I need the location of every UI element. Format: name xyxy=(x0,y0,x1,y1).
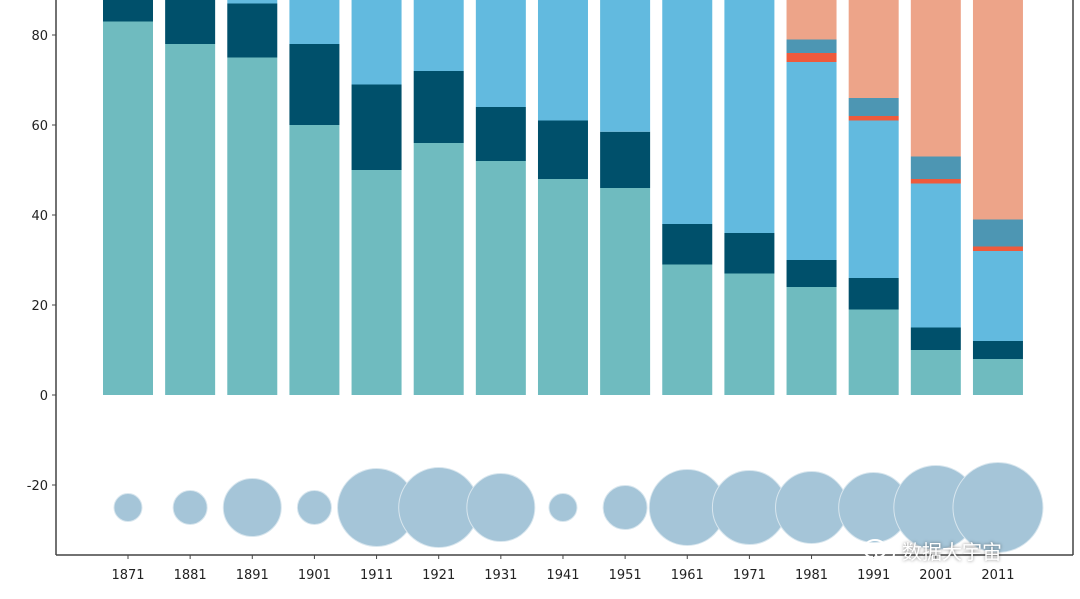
x-tick-label: 2011 xyxy=(981,568,1014,583)
x-tick-label: 1871 xyxy=(111,568,144,583)
x-tick-label: 1971 xyxy=(733,568,766,583)
bar-segment-s3-1961 xyxy=(662,0,713,224)
bar-segment-s3-1901 xyxy=(289,0,340,44)
bar-segment-s1-1941 xyxy=(537,179,588,395)
bar-segment-s3-1931 xyxy=(475,0,526,107)
x-tick-label: 1981 xyxy=(795,568,828,583)
bar-segment-s3-1971 xyxy=(724,0,775,233)
x-tick-label: 1921 xyxy=(422,568,455,583)
bar-segment-s2-1921 xyxy=(413,71,464,143)
x-tick-label: 1991 xyxy=(857,568,890,583)
bar-segment-s2-1981 xyxy=(786,260,837,287)
wechat-icon xyxy=(863,538,895,562)
bar-segment-s4-1981 xyxy=(786,53,837,62)
bar-segment-s3-1911 xyxy=(351,0,402,85)
bubble-1871 xyxy=(113,493,143,522)
bar-segment-s5-2011 xyxy=(972,219,1023,247)
bar-segment-s5-1991 xyxy=(848,98,899,116)
x-tick-label: 2001 xyxy=(919,568,952,583)
x-tick-label: 1961 xyxy=(671,568,704,583)
bar-segment-s2-1991 xyxy=(848,278,899,310)
x-tick-label: 1931 xyxy=(484,568,517,583)
bar-segment-s2-2011 xyxy=(972,341,1023,359)
bar-segment-s3-1941 xyxy=(537,0,588,121)
bar-segment-s3-2011 xyxy=(972,251,1023,341)
bubble-1901 xyxy=(296,490,332,525)
bar-segment-s4-2011 xyxy=(972,246,1023,251)
y-tick-label: 80 xyxy=(31,29,48,44)
bar-segment-s3-1921 xyxy=(413,0,464,71)
bar-segment-s2-1971 xyxy=(724,233,775,274)
x-tick-label: 1881 xyxy=(174,568,207,583)
bar-segment-s1-1971 xyxy=(724,273,775,395)
bubble-1891 xyxy=(222,478,282,537)
bar-segment-s1-1901 xyxy=(289,125,340,395)
x-tick-label: 1951 xyxy=(609,568,642,583)
watermark-text: 数据大宇宙 xyxy=(902,540,1002,564)
x-tick-label: 1941 xyxy=(546,568,579,583)
bar-segment-s2-1961 xyxy=(662,224,713,265)
y-tick-label: 60 xyxy=(31,119,48,134)
bar-segment-s2-1931 xyxy=(475,107,526,161)
bubble-2011 xyxy=(952,462,1044,553)
bar-segment-s1-1881 xyxy=(165,44,216,395)
bar-segment-s1-1961 xyxy=(662,264,713,395)
bubble-1941 xyxy=(548,493,578,522)
bar-segment-s6-2001 xyxy=(910,0,961,157)
bubble-1981 xyxy=(775,471,849,544)
y-tick-label: 0 xyxy=(40,389,48,404)
bar-segment-s1-1921 xyxy=(413,143,464,395)
bar-segment-s1-1891 xyxy=(227,57,278,395)
bar-segment-s5-1981 xyxy=(786,39,837,53)
bar-segment-s2-1951 xyxy=(600,131,651,188)
y-tick-label: 40 xyxy=(31,209,48,224)
watermark: 数据大宇宙 xyxy=(862,536,1002,565)
bar-segment-s1-1981 xyxy=(786,287,837,395)
x-tick-label: 1911 xyxy=(360,568,393,583)
x-tick-label: 1901 xyxy=(298,568,331,583)
y-tick-label: -20 xyxy=(27,479,48,494)
bar-segment-s3-2001 xyxy=(910,183,961,328)
bar-segment-s2-1871 xyxy=(103,0,153,22)
bar-segment-s3-1951 xyxy=(600,0,651,132)
bar-segment-s2-1891 xyxy=(227,3,278,58)
bubble-1951 xyxy=(602,485,648,530)
bar-segment-s1-1931 xyxy=(475,161,526,395)
bar-segment-s1-1911 xyxy=(351,170,402,395)
bar-segment-s2-2001 xyxy=(910,327,961,350)
bar-segment-s4-2001 xyxy=(910,179,961,184)
bar-segment-s1-1951 xyxy=(600,188,651,395)
bar-segment-s1-2001 xyxy=(910,350,961,395)
bar-segment-s1-1991 xyxy=(848,309,899,395)
bar-segment-s1-2011 xyxy=(972,359,1023,395)
y-tick-label: 20 xyxy=(31,299,48,314)
bar-segment-s2-1941 xyxy=(537,120,588,179)
bar-segment-s2-1911 xyxy=(351,84,402,170)
bar-segment-s4-1991 xyxy=(848,116,899,121)
bubble-1881 xyxy=(172,490,208,525)
bar-segment-s6-1981 xyxy=(786,0,837,40)
x-tick-label: 1891 xyxy=(236,568,269,583)
bar-segment-s3-1981 xyxy=(786,62,837,260)
bubble-1931 xyxy=(466,473,536,542)
bar-segment-s1-1871 xyxy=(103,21,153,395)
bar-segment-s5-2001 xyxy=(910,156,961,179)
bar-segment-s6-2011 xyxy=(972,0,1023,220)
bar-segment-s3-1891 xyxy=(227,0,278,4)
bar-segment-s2-1881 xyxy=(165,0,216,44)
bar-segment-s2-1901 xyxy=(289,44,340,125)
bar-segment-s3-1991 xyxy=(848,120,899,278)
bar-segment-s6-1991 xyxy=(848,0,899,98)
